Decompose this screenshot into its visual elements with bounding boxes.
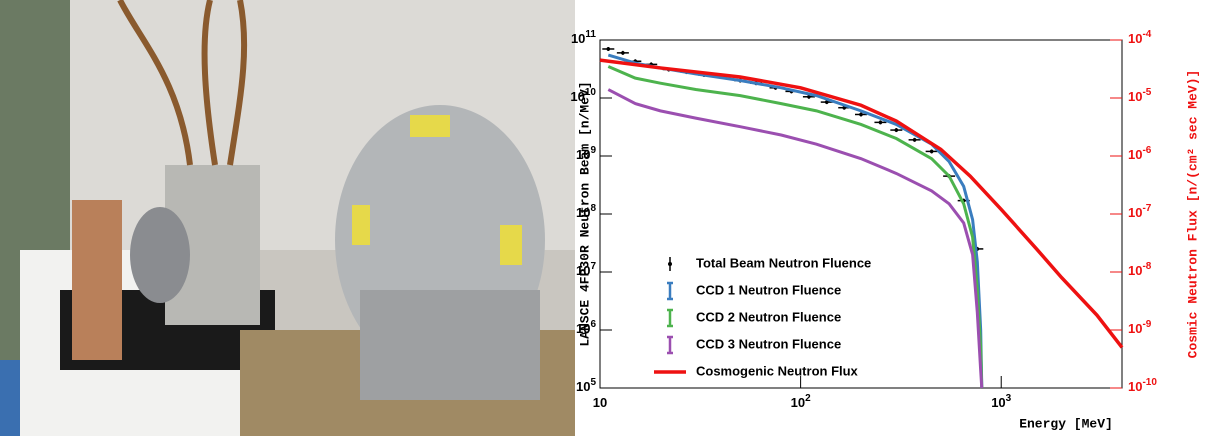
data-point [908,137,921,142]
y2-tick-label: 10-9 [1128,319,1152,337]
point-dot [929,149,934,154]
x-tick-label: 102 [791,393,811,411]
photo-wafers [130,207,190,303]
y-tick-label: 108 [576,203,596,221]
legend-label: CCD 2 Neutron Fluence [696,309,841,324]
data-point [616,50,629,55]
point-dot [894,128,899,132]
point-dot [912,138,917,142]
legend-swatch [667,281,673,301]
y-tick-label: 1011 [571,29,596,47]
data-point [874,120,887,125]
chart: Energy [MeV] LANSCE 4FP30R Neutron Beam … [577,70,1200,432]
legend-label: CCD 3 Neutron Fluence [696,336,841,351]
data-point [890,128,903,133]
x-tick-label: 10 [593,395,607,410]
data-point [602,46,615,51]
legend-swatch [667,308,673,328]
legend-label: Total Beam Neutron Fluence [696,255,871,270]
point-dot [621,51,625,55]
y-tick-label: 107 [576,261,596,279]
y2-tick-label: 10-7 [1128,203,1152,221]
y2-tick-label: 10-4 [1128,29,1152,47]
photo-stand [360,290,540,400]
legend-label: Cosmogenic Neutron Flux [696,363,859,378]
y2-tick-label: 10-5 [1128,87,1152,105]
y-tick-label: 105 [576,377,596,395]
photo-board [72,200,122,360]
data-point [925,149,938,154]
photo-tape [352,205,370,245]
legend-swatch [668,262,672,266]
legend-label: CCD 1 Neutron Fluence [696,282,841,297]
y2-tick-label: 10-6 [1128,145,1152,163]
y2-tick-label: 10-8 [1128,261,1152,279]
point-dot [807,94,811,99]
photo [0,0,575,436]
series-line [599,58,1124,349]
y2-axis-label: Cosmic Neutron Flux [n/(cm² sec MeV)] [1185,70,1200,359]
point-dot [878,120,883,125]
x-axis-label: Energy [MeV] [1019,416,1113,431]
series-line [607,65,984,389]
x-tick-label: 103 [991,393,1011,411]
y-tick-label: 1010 [570,87,596,105]
data-point [855,112,867,117]
y2-tick-label: 10-10 [1128,377,1157,395]
photo-tape [410,115,450,137]
photo-cables [117,0,248,166]
data-point [820,100,833,105]
y-tick-label: 106 [576,319,596,337]
point-dot [859,112,863,117]
y-axis-label: LANSCE 4FP30R Neutron Beam [n/MeV] [577,81,592,346]
legend-swatch [667,335,673,355]
y-tick-label: 109 [576,145,596,163]
plot-frame [599,39,1123,389]
point-dot [824,100,829,104]
photo-tape [500,225,522,265]
point-dot [606,47,611,51]
series-line [607,88,984,389]
